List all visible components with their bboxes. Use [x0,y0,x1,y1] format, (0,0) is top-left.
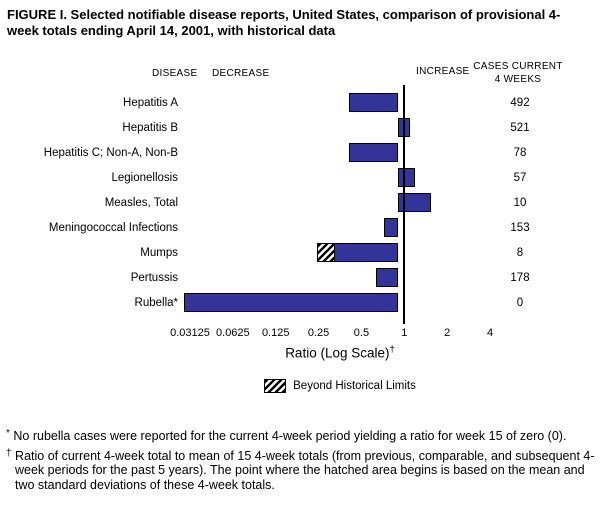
x-tick-label: 4 [486,327,494,339]
disease-label: Hepatitis A [123,96,178,109]
disease-label: Hepatitis B [122,121,178,134]
cases-value: 153 [510,221,530,234]
cases-value: 78 [513,146,527,159]
chart-row: Hepatitis C; Non-A, Non-B 78 [0,140,604,165]
chart-row: Legionellosis 57 [0,165,604,190]
bar-track [184,90,484,115]
x-tick-label: 0.0625 [216,327,250,339]
ratio-bar [376,268,399,287]
bar-track [184,215,484,240]
chart-row: Pertussis 178 [0,265,604,290]
cases-value: 8 [516,246,524,259]
chart-rows: Hepatitis A 492 Hepatitis B 521 Hepatitis C;… [0,90,604,315]
chart-row: Hepatitis B 521 [0,115,604,140]
column-header-decrease: DECREASE [212,68,270,79]
x-tick-label: 0.03125 [170,327,210,339]
bar-track [184,140,484,165]
cases-header-line1: CASES CURRENT [473,61,563,72]
x-tick-label: 0.5 [353,327,370,339]
ratio-bar [348,143,399,162]
beyond-limits-hatch-swatch [264,379,287,393]
bar-track [184,190,484,215]
x-tick-label: 0.25 [307,327,330,339]
bar-track [184,265,484,290]
cases-value: 10 [513,196,527,209]
footnote-marker: † [6,447,12,459]
beyond-historical-limits-hatch [318,244,335,261]
column-header-cases: CASES CURRENT 4 WEEKS [470,60,566,86]
chart-row: Rubella* 0 [0,290,604,315]
chart-row: Mumps 8 [0,240,604,265]
column-header-increase: INCREASE [416,66,470,77]
x-axis-label-dagger: † [389,344,395,355]
chart-row: Measles, Total 10 [0,190,604,215]
ratio-bar [348,93,399,112]
disease-label: Mumps [140,246,178,259]
footnotes: * No rubella cases were reported for the… [6,427,598,495]
x-tick-label: 0.125 [261,327,290,339]
bar-track [184,115,484,140]
disease-label: Hepatitis C; Non-A, Non-B [43,146,178,159]
legend-label: Beyond Historical Limits [293,380,416,392]
cases-header-line2: 4 WEEKS [494,74,542,85]
cases-value: 178 [510,271,530,284]
x-axis-label: Ratio (Log Scale)† [190,344,490,361]
ratio-bar [384,218,399,237]
x-axis-label-text: Ratio (Log Scale) [285,345,390,361]
cases-value: 521 [510,121,530,134]
ratio-bar [398,193,432,212]
disease-label: Measles, Total [104,196,178,209]
disease-label: Rubella* [134,296,178,309]
legend: Beyond Historical Limits [140,379,540,393]
cases-value: 0 [516,296,524,309]
ratio-bar [398,118,410,137]
cases-value: 57 [513,171,527,184]
x-axis-ticks: 0.03125 0.0625 0.125 0.25 0.5 1 2 4 [170,327,494,341]
cases-value: 492 [510,96,530,109]
bar-track [184,290,484,315]
footnote: * No rubella cases were reported for the… [6,428,567,443]
disease-label: Meningococcal Infections [48,221,178,234]
bar-track [184,165,484,190]
bar-track [184,240,484,265]
footnote: † Ratio of current 4-week total to mean … [6,447,595,492]
x-tick-label: 2 [444,327,451,339]
chart-row: Hepatitis A 492 [0,90,604,115]
ratio-bar [398,168,415,187]
ratio-bar [184,293,399,312]
column-header-disease: DISEASE [152,68,198,79]
x-tick-label: 1 [401,327,408,339]
figure-title: FIGURE I. Selected notifiable disease re… [7,7,561,38]
ratio-bar [317,243,399,262]
disease-label: Legionellosis [111,171,179,184]
footnote-marker: * [6,428,10,439]
chart-row: Meningococcal Infections 153 [0,215,604,240]
disease-label: Pertussis [130,271,178,284]
